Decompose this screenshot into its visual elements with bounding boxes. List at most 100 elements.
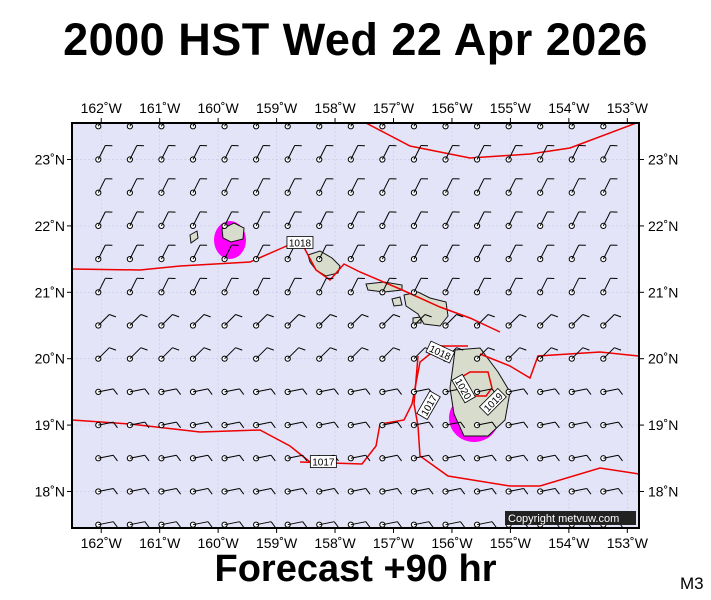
wind-barb [95,421,118,429]
barb-staff [287,421,303,426]
lon-tick-label-bottom: 159˚W [256,535,298,551]
barb-staff [540,487,556,492]
barb-staff [602,314,615,326]
wind-barb [505,178,523,196]
barb-staff [255,347,268,360]
barb-staff [192,244,201,260]
barb-staff [97,314,110,326]
barb-staff [160,244,169,260]
barb-flag [333,388,339,395]
barb-staff [445,521,461,526]
barb-staff [413,487,430,492]
barb-flag [207,488,213,495]
barb-flag [361,347,369,351]
barb-flag [582,347,590,351]
barb-staff [508,347,521,360]
wind-barb [379,145,397,163]
barb-flag [491,454,497,462]
lat-tick-label-left: 20˚N [35,351,65,367]
isobar-label-box [416,390,441,420]
barb-staff [413,244,422,260]
wind-barb [189,277,208,296]
barb-staff [161,487,177,492]
barb-flag [207,421,213,429]
wind-barb [379,347,401,362]
barb-staff [571,278,580,293]
isobar-label-box [286,236,314,249]
barb-staff [603,421,619,426]
lat-tick-label-left: 22˚N [35,218,65,234]
model-code: M3 [680,574,704,593]
barb-flag [298,314,306,318]
barb-flag [109,314,117,318]
barb-flag [487,347,495,351]
wind-barb [95,347,117,362]
map-title: 2000 HST Wed 22 Apr 2026 [63,14,648,65]
barb-flag [270,421,276,429]
lon-tick-label-bottom: 161˚W [139,535,181,551]
wind-barb [126,244,144,263]
barb-flag [239,521,245,528]
barb-staff [539,244,548,260]
map-frame [71,122,640,529]
barb-staff [350,145,359,160]
barb-staff [318,145,327,160]
wind-barb [568,211,586,230]
barb-staff [129,145,138,160]
wind-barb [410,454,434,462]
lat-tick-label-right: 22˚N [648,218,678,234]
barb-flag [554,388,560,395]
wind-barb [347,421,371,429]
barb-flag [298,347,306,351]
barb-flag [617,421,623,429]
wind-barb [568,487,592,495]
wind-barb [189,421,213,429]
wind-barb [284,421,308,429]
wind-barb [568,314,590,329]
barb-staff [97,211,106,227]
barb-staff [571,487,587,492]
barb-staff [350,388,366,393]
barb-staff [318,244,327,260]
wind-barb [473,421,497,429]
wind-barb [537,277,555,296]
barb-station [221,256,228,263]
barb-flag [365,488,371,495]
barb-staff [224,178,233,193]
barb-flag [586,488,592,495]
lon-tick-label-bottom: 154˚W [548,535,590,551]
barb-staff [350,244,359,260]
barb-flag [428,488,434,495]
wind-barb [284,277,302,296]
barb-flag [176,521,182,528]
wind-barb [316,421,339,429]
isobar-label-text: 1018 [289,239,312,250]
wind-barb [284,145,302,163]
island-niihau [189,230,199,244]
barb-staff [129,521,145,526]
wind-barb [284,347,306,362]
barb-staff [255,278,264,293]
barb-flag [523,388,529,395]
copyright-text: Copyright metvuw.com [508,513,619,525]
barb-staff [98,454,114,459]
wind-barb [158,454,182,462]
barb-staff [129,314,142,326]
barb-flag [424,314,432,318]
barb-station [221,123,228,130]
wind-barb [568,421,592,429]
barb-staff [287,487,303,492]
barb-staff [98,521,114,526]
barb-staff [129,454,145,459]
wind-barb [473,211,492,230]
barb-staff [413,421,430,426]
wind-barb [347,277,365,296]
barb-staff [287,145,296,160]
wind-barb [316,178,334,196]
barb-staff [571,454,587,459]
wind-barb [473,145,492,163]
barb-staff [97,278,106,293]
wind-barb [537,314,559,329]
wind-barb [284,388,308,395]
barb-flag [523,421,529,429]
